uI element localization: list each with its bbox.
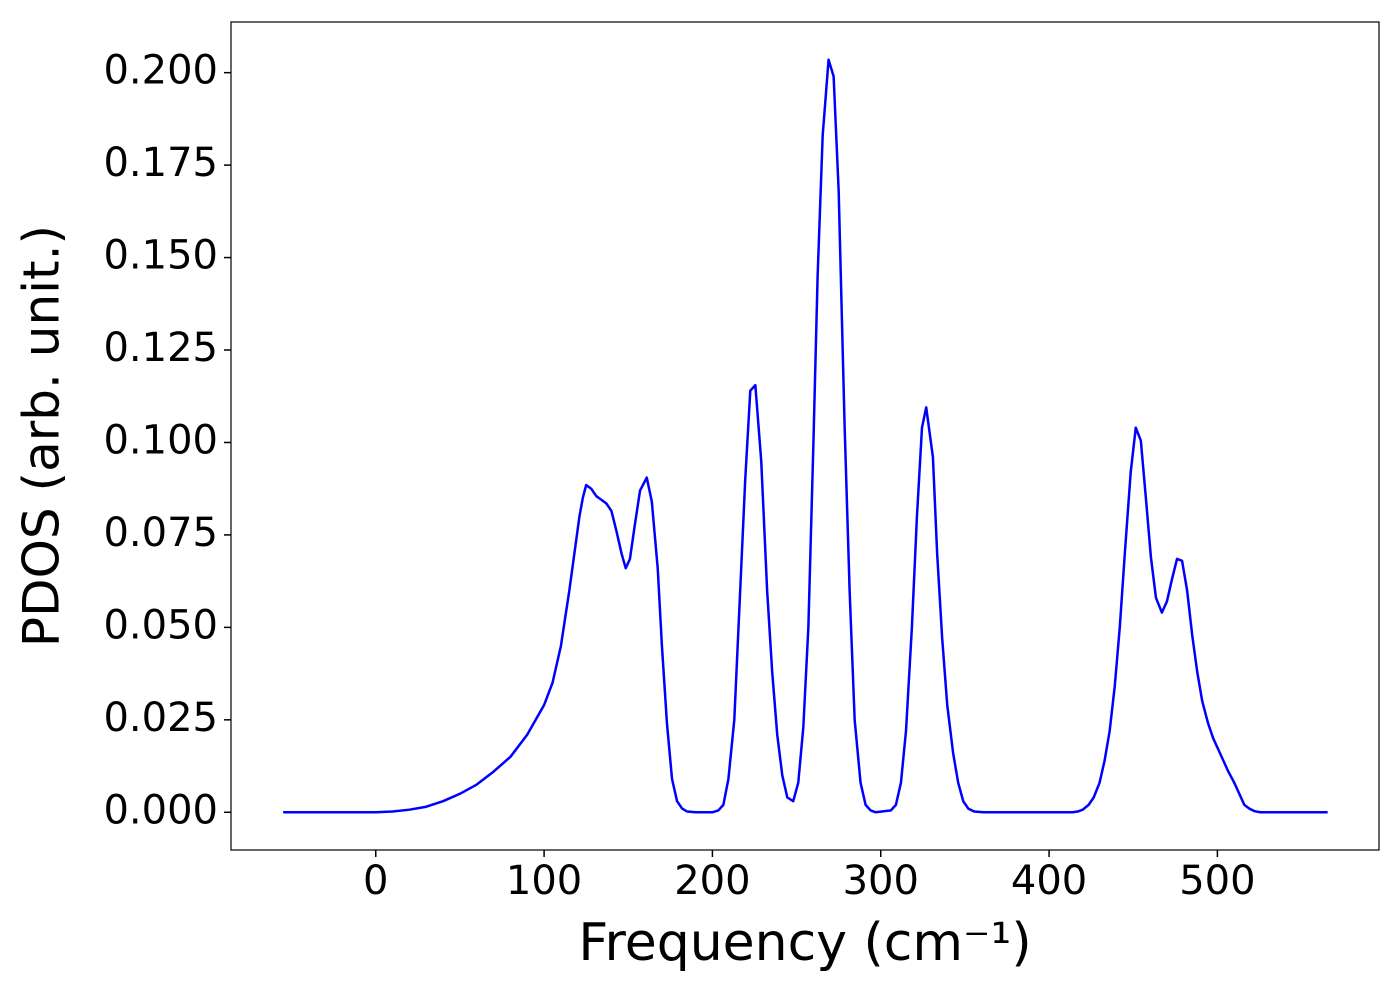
x-tick-label: 500	[1179, 858, 1255, 904]
y-tick-label: 0.000	[103, 787, 218, 833]
x-tick-label: 400	[1011, 858, 1087, 904]
y-tick-label: 0.200	[103, 48, 218, 94]
y-tick-label: 0.125	[103, 325, 218, 371]
x-tick-label: 200	[674, 858, 750, 904]
pdos-line	[283, 58, 1328, 814]
x-tick-label: 300	[843, 858, 919, 904]
y-axis-label: PDOS (arb. unit.)	[13, 225, 71, 647]
x-tick-label: 100	[506, 858, 582, 904]
y-tick-label: 0.050	[103, 602, 218, 648]
y-tick-label: 0.175	[103, 140, 218, 186]
x-axis-label: Frequency (cm⁻¹)	[578, 913, 1031, 973]
y-tick-label: 0.150	[103, 233, 218, 279]
x-tick-label: 0	[363, 858, 388, 904]
y-tick-label: 0.025	[103, 695, 218, 741]
plot-frame	[230, 21, 1380, 851]
y-tick-label: 0.075	[103, 510, 218, 556]
y-tick-label: 0.100	[103, 417, 218, 463]
